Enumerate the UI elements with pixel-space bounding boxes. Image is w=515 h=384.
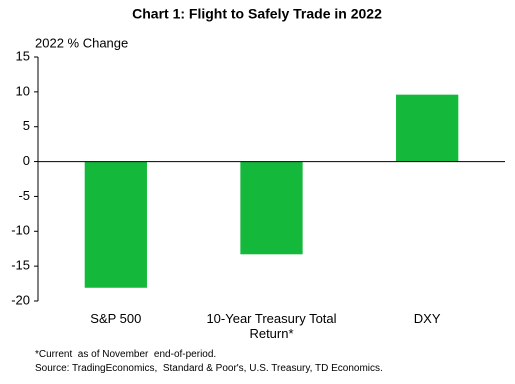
y-axis-label: 2022 % Change <box>35 35 128 50</box>
x-tick-label: DXY <box>413 311 441 326</box>
y-tick-label: -20 <box>11 292 30 307</box>
y-tick-label: -15 <box>11 258 30 273</box>
x-tick-label: 10-Year Treasury Total Return* <box>206 311 337 341</box>
chart-title: Chart 1: Flight to Safely Trade in 2022 <box>132 6 382 22</box>
footnote: Source: TradingEconomics, Standard & Poo… <box>35 363 383 374</box>
y-tick-label: -5 <box>18 188 30 203</box>
bar <box>396 94 459 162</box>
bar <box>240 161 303 255</box>
y-tick-label: 10 <box>16 83 30 98</box>
y-tick-label: -10 <box>11 223 30 238</box>
footnote: *Current as of November end-of-period. <box>35 349 217 360</box>
y-tick-label: 5 <box>23 118 30 133</box>
x-tick-label: S&P 500 <box>90 311 142 326</box>
y-tick-label: 0 <box>23 153 30 168</box>
bar <box>84 161 147 288</box>
y-tick-label: 15 <box>16 48 30 63</box>
